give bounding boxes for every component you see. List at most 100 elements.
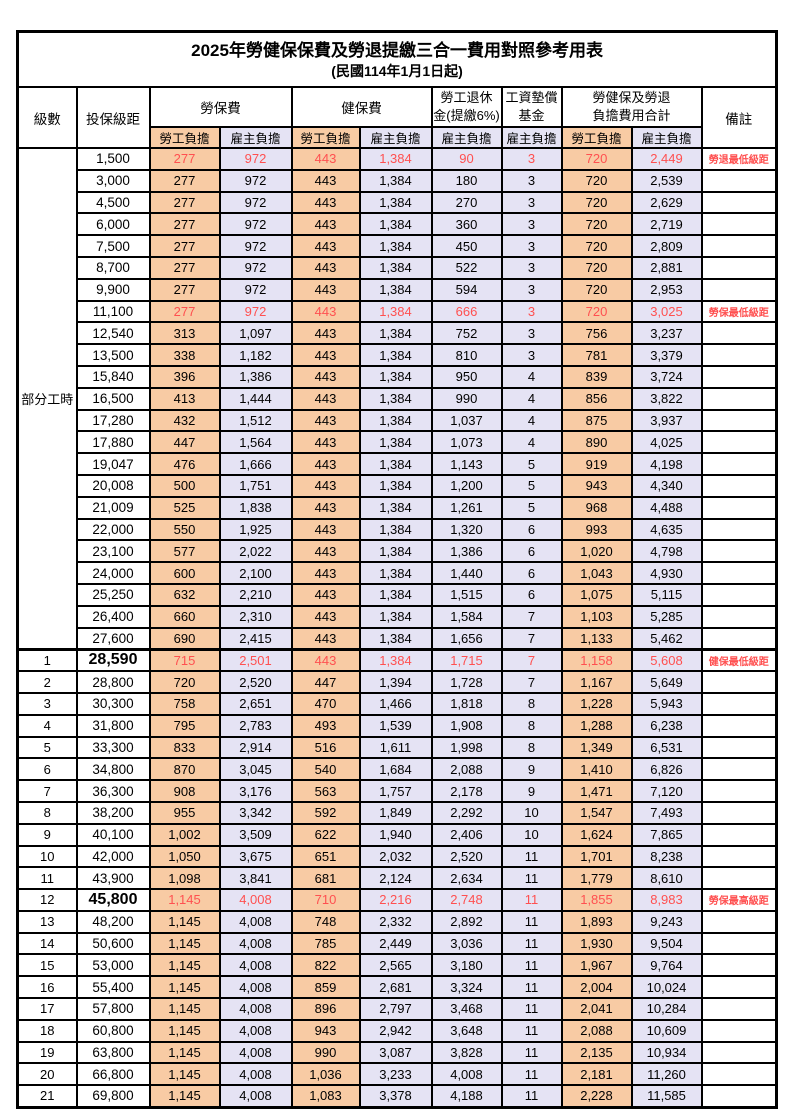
cell-labor-employer: 2,310 xyxy=(218,604,293,629)
cell-total-employee: 943 xyxy=(560,473,633,498)
header-level: 級數 xyxy=(16,86,78,149)
table-row: 20 66,800 1,145 4,008 1,036 3,233 4,008 11 2,181… xyxy=(16,1062,778,1087)
table-row: 12 45,800 1,145 4,008 710 2,216 2,748 11 1,855 8,… xyxy=(16,888,778,912)
cell-labor-employer: 1,751 xyxy=(218,473,293,498)
cell-level: 17 xyxy=(16,997,78,1021)
cell-labor-employee: 500 xyxy=(148,473,221,498)
cell-health-employer: 3,378 xyxy=(358,1084,433,1109)
cell-health-employee: 710 xyxy=(290,888,361,912)
subheader-employee-burden: 勞工負擔 xyxy=(560,126,633,149)
cell-health-employee: 443 xyxy=(290,604,361,629)
cell-pension-employer: 2,520 xyxy=(430,844,503,869)
header-health-insurance: 健保費 xyxy=(290,86,433,128)
cell-total-employee: 1,158 xyxy=(560,647,633,673)
cell-pension-employer: 180 xyxy=(430,168,503,193)
cell-bracket: 43,900 xyxy=(75,866,151,891)
cell-total-employer: 3,822 xyxy=(630,386,703,411)
cell-wage-fund-employer: 3 xyxy=(500,277,563,302)
cell-labor-employee: 277 xyxy=(148,168,221,193)
cell-remark xyxy=(700,473,778,498)
table-row: 19,047 476 1,666 443 1,384 1,143 5 919 4,198 xyxy=(18,452,778,476)
cell-total-employee: 2,181 xyxy=(560,1062,633,1087)
cell-health-employer: 1,611 xyxy=(358,735,433,760)
cell-total-employee: 890 xyxy=(560,430,633,455)
cell-remark xyxy=(700,321,778,346)
table-row: 17,280 432 1,512 443 1,384 1,037 4 875 3,937 xyxy=(18,408,778,433)
cell-labor-employer: 2,415 xyxy=(218,626,293,651)
cell-remark xyxy=(700,604,778,629)
cell-labor-employee: 1,145 xyxy=(148,1018,221,1043)
cell-remark xyxy=(700,779,778,803)
cell-total-employee: 2,004 xyxy=(560,975,633,1000)
cell-labor-employer: 3,176 xyxy=(218,779,293,803)
cell-bracket: 50,600 xyxy=(75,931,151,956)
cell-health-employee: 443 xyxy=(290,430,361,455)
cell-total-employer: 2,449 xyxy=(630,147,703,171)
cell-total-employer: 6,531 xyxy=(630,735,703,760)
header-row-main: 級數 投保級距 勞保費 健保費 勞工退休 金(提繳6%) 工資墊償 基金 勞健保… xyxy=(16,86,778,149)
cell-health-employer: 1,384 xyxy=(358,495,433,520)
cell-remark xyxy=(700,670,778,694)
table-row: 26,400 660 2,310 443 1,384 1,584 7 1,103 5,285 xyxy=(18,604,778,629)
cell-bracket: 11,100 xyxy=(75,299,151,324)
cell-wage-fund-employer: 4 xyxy=(500,408,563,433)
cell-total-employer: 10,934 xyxy=(630,1040,703,1065)
cell-total-employer: 3,237 xyxy=(630,321,703,346)
cell-bracket: 36,300 xyxy=(75,779,151,803)
cell-labor-employer: 3,841 xyxy=(218,866,293,891)
cell-pension-employer: 522 xyxy=(430,255,503,280)
cell-total-employee: 720 xyxy=(560,147,633,171)
cell-bracket: 9,900 xyxy=(75,277,151,302)
cell-health-employee: 443 xyxy=(290,386,361,411)
header-wage-fund-line1: 工資墊償 xyxy=(505,90,558,106)
cell-health-employee: 822 xyxy=(290,953,361,978)
cell-remark xyxy=(700,343,778,367)
cell-labor-employer: 2,100 xyxy=(218,561,293,585)
cell-pension-employer: 1,143 xyxy=(430,452,503,476)
table-row: 20,008 500 1,751 443 1,384 1,200 5 943 4,340 xyxy=(18,473,778,498)
cell-labor-employer: 4,008 xyxy=(218,1084,293,1109)
header-wage-fund: 工資墊償 基金 xyxy=(500,86,563,128)
cell-bracket: 21,009 xyxy=(75,495,151,520)
cell-labor-employee: 277 xyxy=(148,190,221,215)
cell-total-employee: 1,410 xyxy=(560,757,633,782)
cell-total-employer: 8,610 xyxy=(630,866,703,891)
cell-health-employer: 1,384 xyxy=(358,277,433,302)
table-row: 23,100 577 2,022 443 1,384 1,386 6 1,020 4,798 xyxy=(18,539,778,564)
cell-health-employer: 1,684 xyxy=(358,757,433,782)
cell-pension-employer: 1,200 xyxy=(430,473,503,498)
cell-wage-fund-employer: 4 xyxy=(500,364,563,389)
cell-health-employee: 651 xyxy=(290,844,361,869)
table-row: 21,009 525 1,838 443 1,384 1,261 5 968 4,488 xyxy=(18,495,778,520)
cell-pension-employer: 2,892 xyxy=(430,909,503,934)
cell-labor-employer: 2,501 xyxy=(218,647,293,673)
cell-bracket: 6,000 xyxy=(75,212,151,237)
cell-labor-employee: 1,145 xyxy=(148,888,221,912)
header-wage-fund-line2: 基金 xyxy=(518,108,545,123)
cell-total-employer: 9,504 xyxy=(630,931,703,956)
cell-health-employee: 563 xyxy=(290,779,361,803)
cell-health-employee: 443 xyxy=(290,408,361,433)
cell-bracket: 40,100 xyxy=(75,822,151,847)
cell-wage-fund-employer: 3 xyxy=(500,168,563,193)
cell-level: 8 xyxy=(16,800,78,825)
cell-total-employer: 5,462 xyxy=(630,626,703,651)
cell-health-employee: 622 xyxy=(290,822,361,847)
cell-total-employer: 2,539 xyxy=(630,168,703,193)
cell-total-employer: 5,285 xyxy=(630,604,703,629)
cell-total-employer: 6,826 xyxy=(630,757,703,782)
cell-labor-employee: 277 xyxy=(148,147,221,171)
cell-remark xyxy=(700,713,778,738)
cell-health-employer: 1,384 xyxy=(358,168,433,193)
table-row: 3,000 277 972 443 1,384 180 3 720 2,539 xyxy=(18,168,778,193)
cell-pension-employer: 1,320 xyxy=(430,517,503,542)
table-row: 11 43,900 1,098 3,841 681 2,124 2,634 11 1,779 8,… xyxy=(16,866,778,891)
cell-health-employer: 2,797 xyxy=(358,997,433,1021)
cell-total-employee: 919 xyxy=(560,452,633,476)
cell-labor-employer: 972 xyxy=(218,168,293,193)
table-row: 2 28,800 720 2,520 447 1,394 1,728 7 1,167 5,649 xyxy=(16,670,778,694)
cell-labor-employee: 632 xyxy=(148,582,221,607)
cell-pension-employer: 3,468 xyxy=(430,997,503,1021)
cell-health-employer: 1,384 xyxy=(358,582,433,607)
header-total: 勞健保及勞退 負擔費用合計 xyxy=(560,86,703,128)
